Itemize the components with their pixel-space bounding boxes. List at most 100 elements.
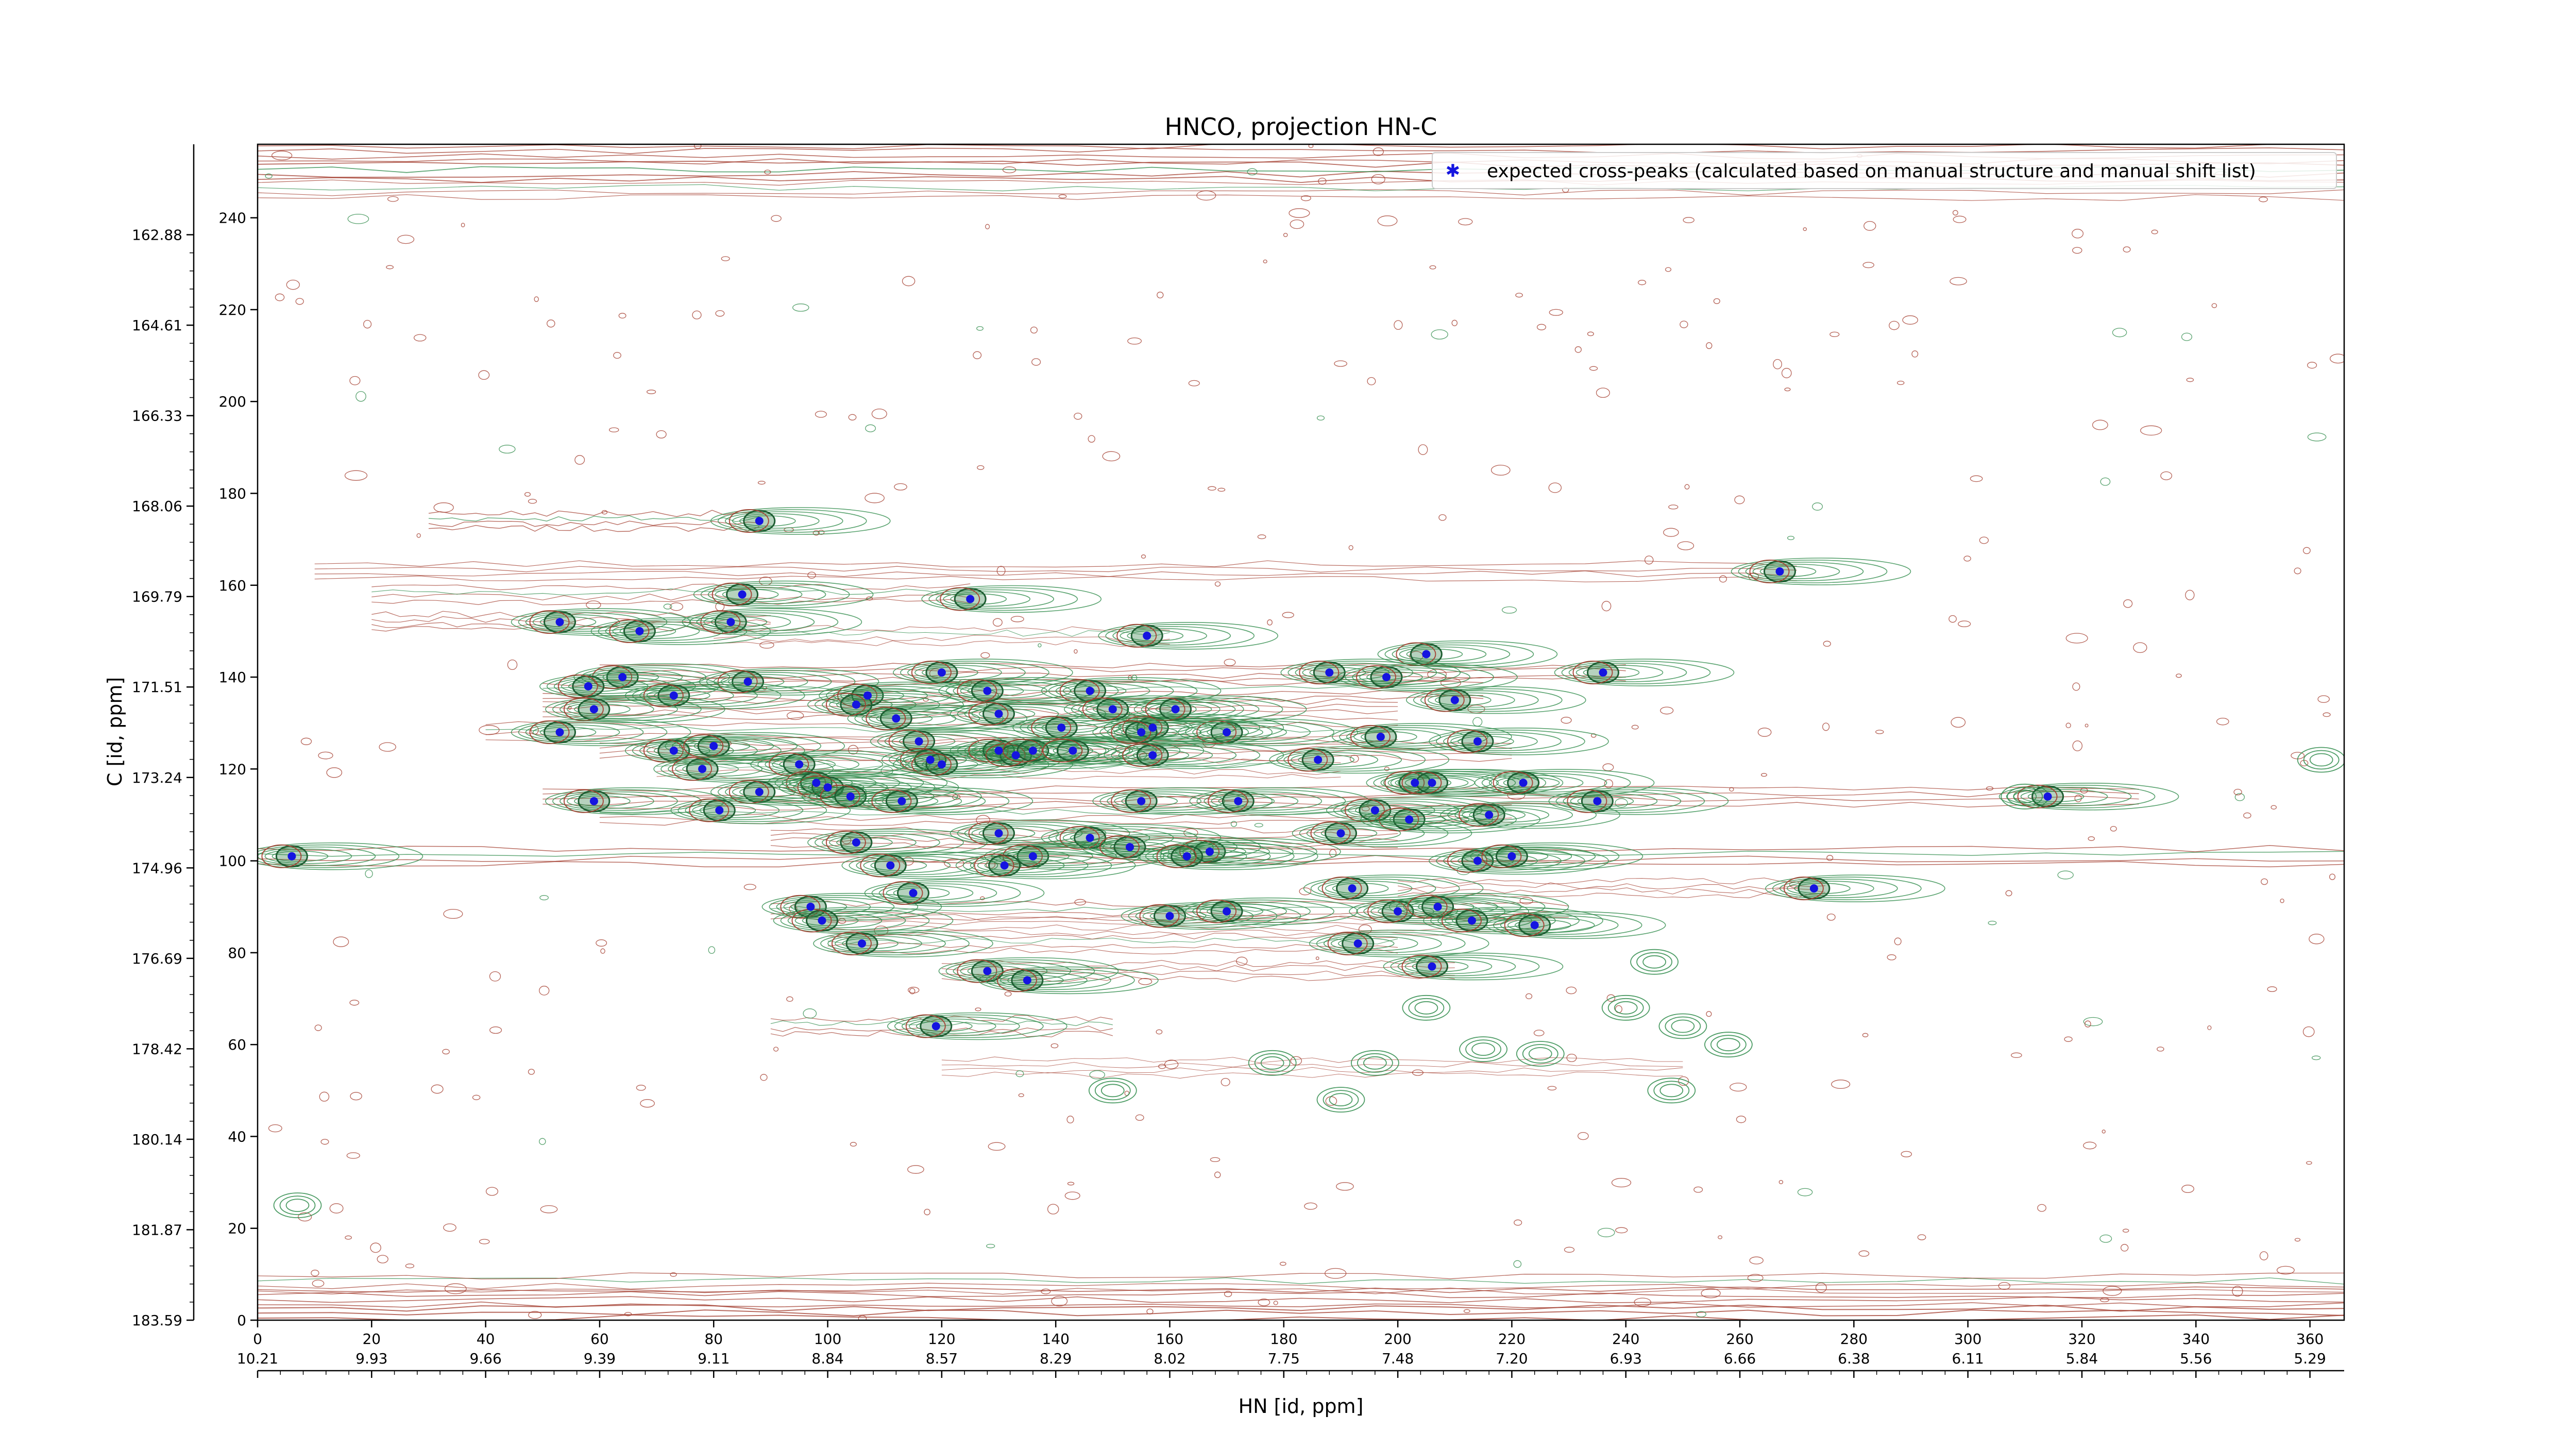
- noise-contour: [1051, 1295, 1068, 1307]
- noise-contour: [721, 256, 730, 261]
- noise-contour: [2151, 229, 2158, 234]
- cross-peak-marker: [1069, 746, 1077, 755]
- noise-contour: [986, 1243, 995, 1249]
- noise-contour: [539, 895, 549, 901]
- noise-contour: [2100, 1298, 2109, 1303]
- noise-contour: [1757, 728, 1772, 737]
- noise-contour: [298, 1212, 312, 1222]
- y-ppm-tick-label: 168.06: [132, 498, 182, 515]
- noise-contour: [300, 737, 312, 745]
- noise-contour: [1127, 337, 1142, 345]
- noise-contour: [1863, 221, 1876, 231]
- noise-contour: [1615, 798, 1628, 808]
- noise-contour: [2103, 1286, 2122, 1296]
- noise-contour: [2330, 353, 2344, 364]
- noise-contour: [1911, 350, 1919, 358]
- noise-contour: [499, 445, 516, 454]
- noise-contour: [1578, 1132, 1589, 1140]
- noise-contour: [760, 1074, 768, 1081]
- contour-band-line: [258, 1314, 2344, 1320]
- noise-contour: [1304, 1202, 1317, 1210]
- unassigned-peak-contour: [1647, 1077, 1696, 1104]
- noise-contour: [1896, 380, 1905, 385]
- noise-contour: [902, 276, 916, 287]
- noise-contour: [489, 1026, 502, 1034]
- y-axis-label: C [id, ppm]: [104, 677, 126, 786]
- noise-contour: [850, 1142, 857, 1147]
- noise-contour: [1773, 359, 1782, 369]
- noise-contour: [1894, 937, 1902, 946]
- x-axis-ppm: 10.21 9.93 9.66 9.39 9.11 8.84 8.57 8.29 8.02 7.7…: [237, 1350, 2344, 1378]
- noise-contour: [2311, 1055, 2321, 1060]
- noise-contour: [2099, 1234, 2112, 1243]
- noise-contour: [715, 310, 725, 317]
- noise-contour: [268, 1124, 282, 1133]
- noise-contour: [461, 223, 465, 228]
- cross-peak-marker: [994, 746, 1003, 755]
- noise-contour: [1412, 1069, 1423, 1076]
- noise-contour: [1665, 267, 1672, 272]
- noise-contour: [1596, 387, 1610, 398]
- noise-contour: [1663, 528, 1679, 537]
- noise-contour: [812, 530, 820, 536]
- noise-contour: [618, 313, 626, 319]
- noise-contour: [2294, 567, 2301, 575]
- cross-peak-marker: [937, 760, 946, 769]
- noise-contour: [818, 530, 825, 535]
- x-tick-label: 180: [1270, 1330, 1297, 1347]
- x-tick-label: 80: [704, 1330, 723, 1347]
- noise-contour: [1315, 956, 1319, 961]
- contour-band-line: [599, 663, 1626, 669]
- contour-band-line: [258, 1272, 2344, 1279]
- y-tick-label: 100: [219, 853, 246, 870]
- noise-contour: [365, 869, 373, 878]
- cross-peak-contour: [955, 851, 1136, 880]
- noise-contour: [656, 430, 667, 439]
- noise-contour: [1102, 451, 1121, 462]
- contour-band-line: [827, 932, 1398, 940]
- noise-contour: [596, 939, 607, 947]
- plot-frame: [257, 143, 2345, 1321]
- noise-contour: [1513, 1260, 1522, 1268]
- noise-contour: [271, 150, 293, 161]
- noise-contour: [2110, 825, 2117, 832]
- noise-contour: [1986, 786, 1994, 791]
- noise-contour: [2072, 247, 2082, 254]
- cross-peak-marker: [1473, 856, 1482, 865]
- y-ppm-tick-label: 171.51: [132, 679, 182, 696]
- noise-contour: [1254, 823, 1263, 828]
- noise-contour: [1963, 555, 1971, 562]
- contour-band-line: [1397, 892, 1826, 899]
- noise-contour: [344, 470, 368, 481]
- x-axis-label: HN [id, ppm]: [1239, 1395, 1364, 1418]
- noise-contour: [1526, 993, 1533, 1000]
- legend: ✱ expected cross-peaks (calculated based…: [1432, 152, 2337, 189]
- noise-contour: [1680, 321, 1688, 328]
- noise-contour: [1638, 280, 1647, 285]
- noise-contour: [2309, 934, 2325, 945]
- cross-peak-marker: [709, 742, 718, 750]
- contour-band-line: [941, 1056, 1683, 1063]
- cross-peak-marker: [635, 627, 644, 635]
- noise-contour: [1334, 360, 1347, 367]
- y-tick-label: 220: [219, 301, 246, 318]
- noise-contour: [2072, 229, 2084, 239]
- noise-contour: [1566, 1053, 1577, 1063]
- cross-peak-marker: [926, 755, 935, 764]
- noise-contour: [907, 987, 920, 993]
- noise-contour: [865, 493, 885, 503]
- noise-contour: [1696, 1311, 1706, 1318]
- x-ppm-tick-label: 6.66: [1724, 1350, 1756, 1367]
- noise-contour: [574, 455, 585, 465]
- noise-contour: [265, 173, 273, 179]
- noise-contour: [973, 351, 982, 359]
- contour-band-line: [258, 1301, 2344, 1308]
- y-tick-label: 60: [228, 1036, 246, 1053]
- noise-contour: [377, 1255, 388, 1263]
- noise-contour: [786, 711, 804, 720]
- noise-contour: [1902, 315, 1919, 325]
- noise-contour: [1501, 606, 1517, 614]
- contour-band-line: [371, 621, 771, 628]
- contour-band-line: [258, 1304, 2344, 1312]
- unassigned-peak-contour: [1088, 1077, 1137, 1104]
